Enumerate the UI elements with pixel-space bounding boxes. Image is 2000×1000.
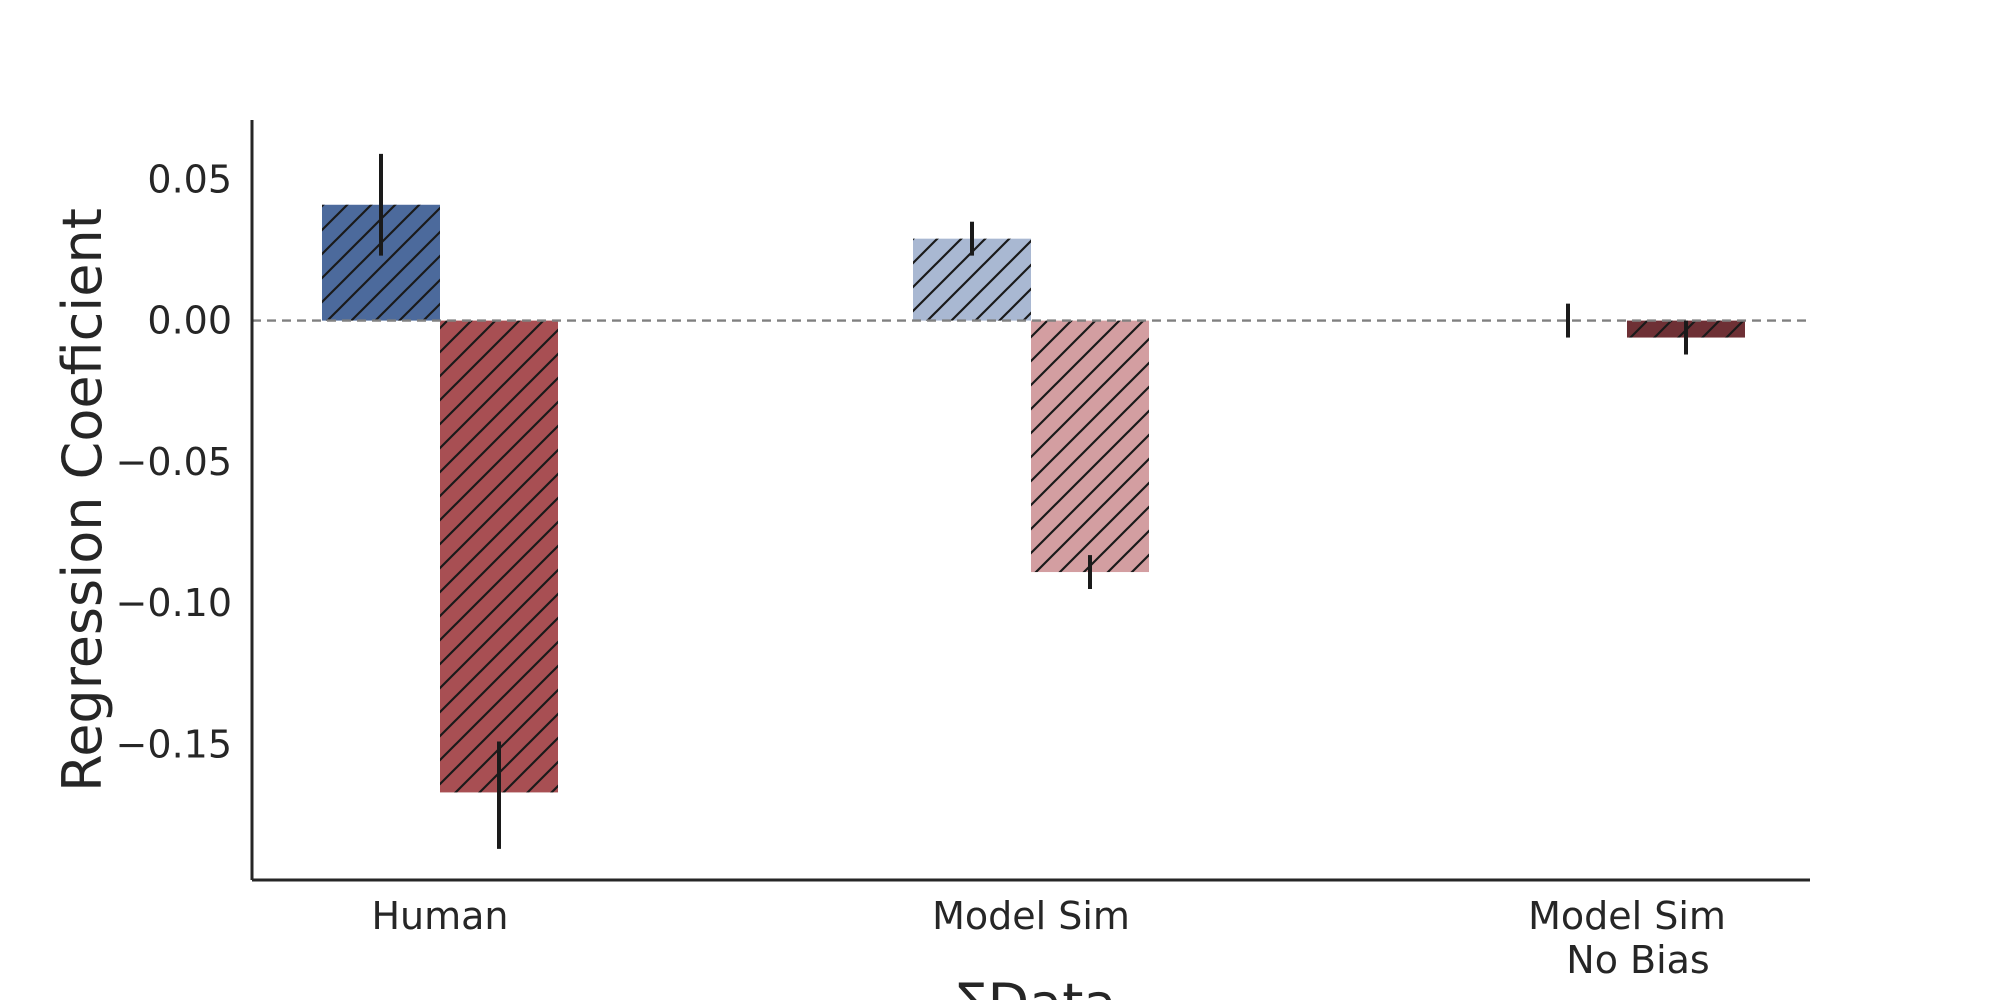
y-tick-label: −0.05 [116,440,232,484]
axes [250,120,1810,882]
x-tick-label: Model Sim [1528,894,1726,938]
x-tick-label: Model Sim [932,894,1130,938]
y-tick-labels: 0.05 0.00 −0.05 −0.10 −0.15 [116,157,232,766]
x-axis-label: ΣData [953,972,1116,1000]
bars-layer [322,204,1745,793]
x-tick-label: No Bias [1566,938,1709,982]
y-tick-label: 0.00 [147,299,232,343]
y-tick-label: 0.05 [147,157,232,201]
error-bars [379,153,1688,849]
x-tick-label: Human [371,894,508,938]
y-tick-label: −0.10 [116,581,232,625]
y-tick-label: −0.15 [116,722,232,766]
y-axis-label: Regression Coeficient [51,208,114,792]
bar-hatch-0-1 [440,320,558,793]
bar-hatch-1-1 [1031,320,1149,573]
